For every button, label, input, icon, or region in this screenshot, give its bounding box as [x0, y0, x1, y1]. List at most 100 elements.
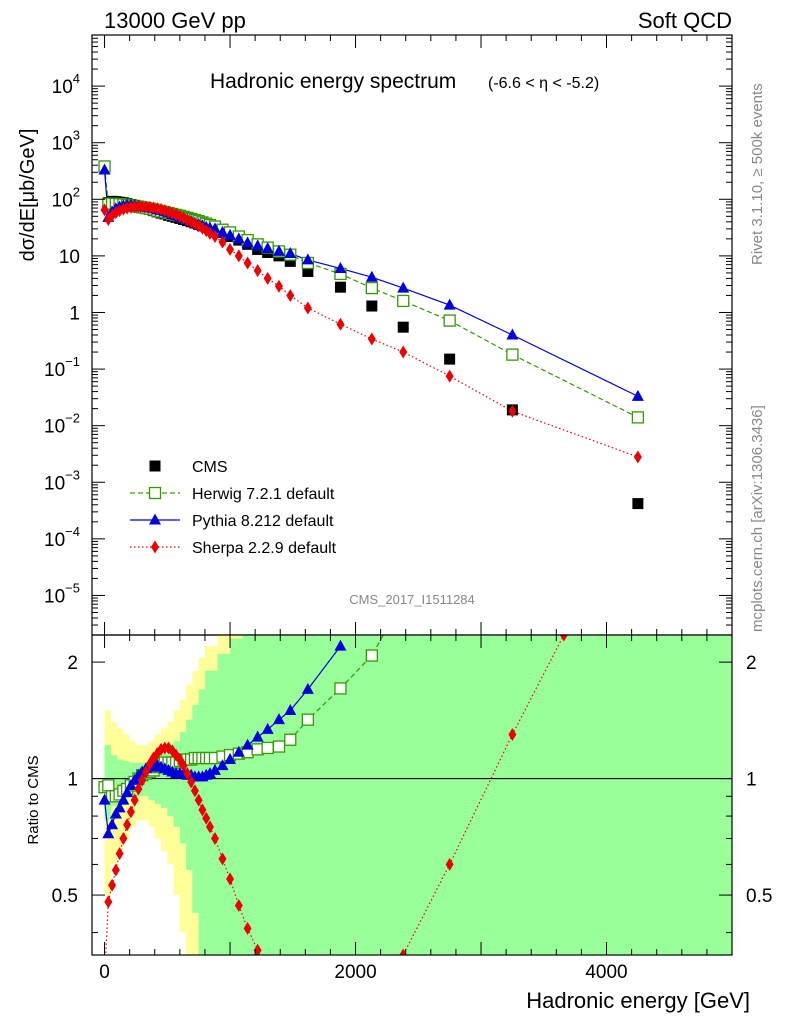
series-2-point: [301, 253, 314, 265]
series-0-point: [302, 265, 314, 277]
series-2-point: [261, 242, 274, 254]
series-3-point: [303, 301, 312, 315]
ratio-y-tick-label-right: 0.5: [746, 886, 772, 907]
legend-marker: [148, 486, 162, 500]
ratio-series-1-point: [109, 807, 122, 819]
plot-title-suffix: (-6.6 < η < -5.2): [488, 75, 599, 92]
series-3-point: [100, 203, 109, 217]
ratio-series-1-point: [121, 786, 134, 798]
ratio-series-2-point: [508, 727, 517, 741]
ratio-series-2-point: [190, 784, 199, 798]
ratio-series-1-point: [272, 713, 285, 725]
series-2-point: [506, 328, 519, 340]
ratio-axis-ticks: 0 2000 4000 0.5 0.5 1 1 2 2: [52, 635, 772, 983]
ratio-series-2-point: [115, 847, 124, 861]
y-tick-label: 102: [52, 184, 80, 211]
series-3-point: [234, 249, 243, 263]
x-tick-label: 4000: [585, 962, 627, 983]
ratio-series-1-point: [102, 827, 115, 839]
y-tick-base: 10: [44, 473, 65, 494]
ratio-series-0-point: [261, 741, 274, 755]
series-3-point: [218, 235, 227, 249]
series-2-point: [334, 261, 347, 273]
series-1-point: [397, 294, 410, 308]
ratio-y-tick-label: 1: [67, 770, 78, 791]
y-tick-label: 10−1: [44, 354, 80, 381]
y-tick-exponent: −3: [65, 467, 80, 482]
y-tick-exponent: 3: [73, 128, 80, 143]
legend-label: Pythia 8.212 default: [192, 513, 334, 530]
series-3-point: [399, 345, 408, 359]
series-2-point: [365, 270, 378, 282]
y-tick-label: 10−5: [44, 580, 80, 607]
ratio-y-axis-title: Ratio to CMS: [25, 755, 42, 844]
series-1-point: [506, 348, 519, 361]
series-0-point: [397, 321, 409, 333]
y-tick-base: 10: [44, 530, 65, 551]
ratio-series-0-point: [365, 649, 378, 662]
ratio-series-1-point: [117, 793, 130, 805]
ratio-series-2-point: [138, 773, 147, 787]
main-plot-marks: [98, 160, 645, 510]
series-3-point: [633, 450, 642, 464]
ratio-series-2-point: [187, 775, 196, 789]
uncertainty-band-inner: [104, 635, 732, 955]
y-tick-label: 1: [69, 303, 80, 324]
ratio-series-2-point: [234, 898, 243, 912]
ratio-series-1-point: [284, 703, 297, 715]
ratio-series-1-point: [261, 722, 274, 734]
ratio-y-tick-label: 2: [67, 653, 78, 674]
series-0-point: [444, 353, 456, 365]
y-tick-exponent: −1: [65, 354, 80, 369]
rivet-version-label: Rivet 3.1.10, ≥ 500k events: [749, 83, 766, 265]
series-0-point: [334, 281, 346, 293]
y-tick-base: 10: [52, 190, 73, 211]
x-tick-label: 0: [99, 962, 110, 983]
legend-label: Herwig 7.2.1 default: [192, 486, 335, 503]
ratio-series-2-point: [399, 948, 408, 955]
y-axis-title: dσ/dE[μb/GeV]: [17, 129, 39, 262]
y-tick-exponent: 2: [73, 184, 80, 199]
ratio-series-1-point: [203, 767, 216, 779]
x-axis-title: Hadronic energy [GeV]: [526, 988, 750, 1013]
legend-marker: [149, 460, 161, 472]
ratio-series-0-point: [251, 743, 264, 756]
series-0-point: [284, 255, 296, 267]
ratio-series-2-point: [111, 863, 120, 877]
ratio-series-2-point: [202, 811, 211, 825]
y-tick-label: 103: [52, 128, 80, 155]
ratio-series-1-point: [224, 753, 237, 765]
series-0-point: [366, 300, 378, 312]
ratio-series-2-point: [205, 820, 214, 834]
series-3-point: [253, 264, 262, 278]
y-tick-label: 10−4: [44, 524, 80, 551]
series-3-point: [508, 404, 517, 418]
ratio-series-2-point: [179, 759, 188, 773]
series-2-point: [224, 228, 237, 240]
header-process-label: Soft QCD: [638, 8, 732, 33]
series-2-point: [216, 225, 229, 237]
ratio-series-0-point: [102, 779, 115, 792]
ratio-series-1-point: [301, 682, 314, 694]
ratio-series-2-point: [275, 992, 283, 1005]
y-tick-base: 10: [44, 417, 65, 438]
mcplots-reference-label: mcplots.cern.ch [arXiv:1306.3436]: [749, 405, 766, 632]
series-2-point: [232, 232, 245, 244]
ratio-series-2-point: [210, 832, 219, 846]
ratio-series-0-point: [272, 740, 286, 753]
legend-marker: [151, 540, 159, 554]
series-3-point: [367, 332, 376, 346]
header-energy-label: 13000 GeV pp: [104, 8, 246, 33]
y-tick-base: 10: [52, 77, 73, 98]
series-3-point: [226, 242, 235, 256]
series-2-point: [284, 247, 297, 259]
ratio-series-1-point: [106, 818, 119, 830]
ratio-series-2-point: [108, 878, 117, 892]
ratio-series-0-point: [334, 682, 347, 695]
y-tick-label: 104: [52, 71, 80, 98]
legend: CMS Herwig 7.2.1 default Pythia 8.212 defa…: [130, 459, 337, 557]
x-tick-label: 2000: [334, 962, 376, 983]
series-2-point: [251, 239, 264, 251]
y-tick-base: 10: [44, 360, 65, 381]
ratio-series-1-point: [216, 759, 229, 771]
